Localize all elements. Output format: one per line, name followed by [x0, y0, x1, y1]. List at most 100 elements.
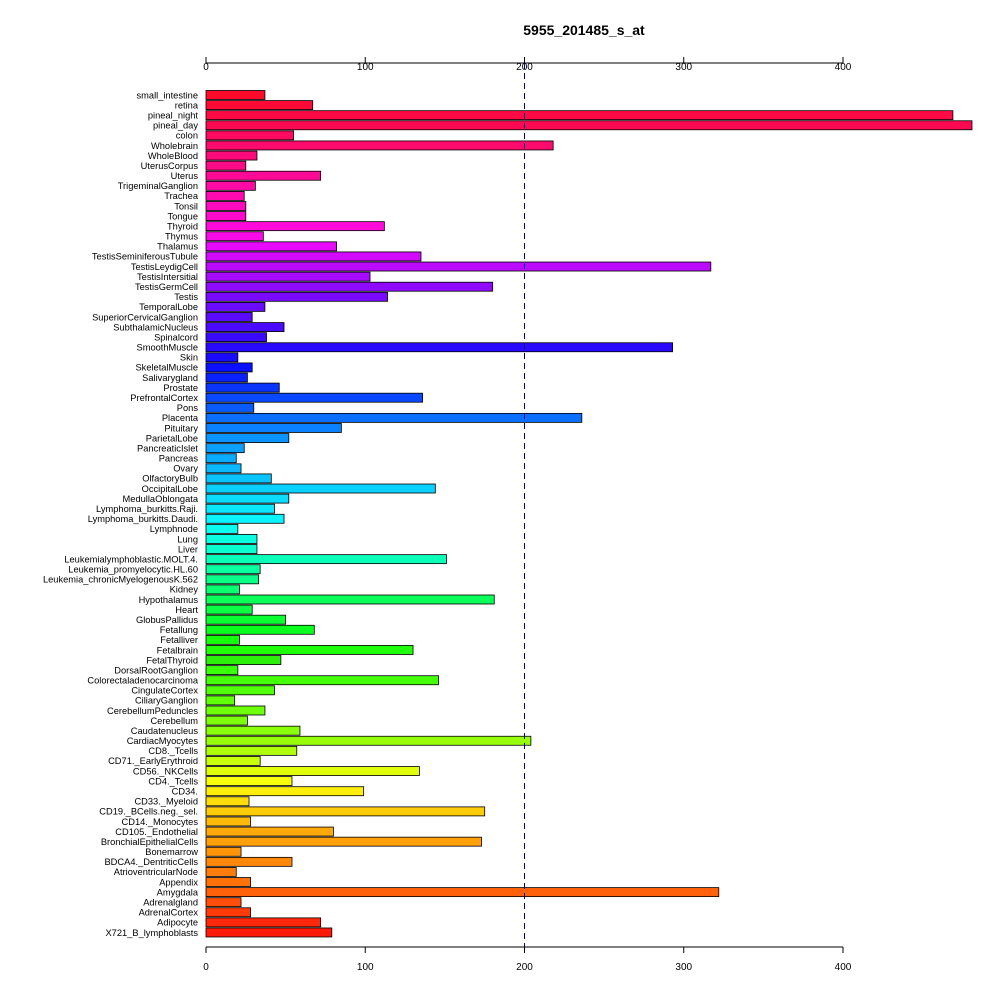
category-label: small_intestine [137, 90, 199, 100]
bottom-tick-label: 400 [835, 962, 852, 973]
category-label: Testis [174, 292, 198, 302]
category-label: MedullaOblongata [123, 494, 199, 504]
bar [205, 907, 251, 918]
bars [205, 90, 973, 938]
category-label: Pancreas [159, 454, 199, 464]
bar [205, 554, 447, 565]
category-label: Skin [180, 353, 198, 363]
bar [205, 110, 954, 121]
bar [205, 483, 436, 494]
bar [205, 665, 239, 676]
category-label: Amygdala [157, 887, 199, 897]
bar [205, 261, 712, 272]
bar [205, 705, 266, 716]
bar [205, 362, 253, 373]
category-label: Fetalbrain [157, 645, 198, 655]
category-label: CerebellumPeduncles [107, 706, 198, 716]
category-label: CD4._Tcells [148, 776, 198, 786]
category-label: Leukemia_chronicMyelogenousK.562 [43, 575, 198, 585]
category-label: PancreaticIslet [137, 443, 198, 453]
bar [205, 836, 482, 847]
bar [205, 423, 342, 433]
bar [205, 594, 495, 605]
bottom-tick-label: 0 [203, 962, 209, 973]
category-label: BronchialEpithelialCells [101, 837, 199, 847]
category-label: Placenta [162, 413, 199, 423]
bar [205, 382, 280, 393]
bar [205, 685, 275, 696]
bar [205, 170, 322, 181]
bar [205, 735, 532, 746]
chart-title: 5955_201485_s_at [523, 22, 645, 38]
category-label: BDCA4._DentriticCells [104, 857, 198, 867]
bar [205, 564, 261, 575]
category-label: Kidney [170, 585, 199, 595]
bar [205, 745, 298, 756]
category-label: pineal_night [148, 110, 199, 120]
category-label: CiliaryGanglion [135, 696, 198, 706]
category-label: CD8._Tcells [148, 746, 198, 756]
bar [205, 281, 494, 292]
bar [205, 332, 267, 343]
bar [205, 190, 245, 201]
category-label: Tongue [167, 211, 198, 221]
category-label: TrigeminalGanglion [118, 181, 198, 191]
bottom-tick-label: 200 [516, 962, 533, 973]
bar [205, 877, 251, 887]
category-label: Liver [178, 544, 198, 554]
bar [205, 917, 322, 928]
bar [205, 846, 242, 857]
category-label: Bonemarrow [145, 847, 198, 857]
category-label: Pituitary [164, 423, 198, 433]
category-label: CD56._NKCells [133, 766, 198, 776]
bar [205, 634, 240, 645]
bar [205, 786, 365, 797]
bar [205, 180, 256, 191]
bar [205, 675, 439, 686]
bar [205, 887, 720, 898]
category-label: Cerebellum [150, 716, 198, 726]
bar [205, 645, 414, 655]
bar [205, 715, 248, 726]
category-label: Fetalliver [160, 635, 198, 645]
bar [205, 624, 315, 635]
bar [205, 130, 294, 141]
bar [205, 655, 282, 665]
category-label: FetalThyroid [146, 655, 198, 665]
bar [205, 100, 314, 110]
category-label: TestisIntersitial [137, 272, 198, 282]
bar [205, 806, 486, 817]
bar [205, 140, 554, 151]
category-label: TemporalLobe [139, 302, 198, 312]
category-label: CingulateCortex [131, 686, 198, 696]
category-label: Fetallung [160, 625, 198, 635]
category-label: TestisLeydigCell [131, 262, 198, 272]
bar [205, 271, 371, 282]
bar [205, 584, 240, 595]
category-label: CD34. [172, 787, 198, 797]
category-label: CD14._Monocytes [122, 817, 199, 827]
category-label: DorsalRootGanglion [114, 665, 198, 675]
bar [205, 443, 245, 454]
bar [205, 927, 333, 938]
category-label: Wholebrain [151, 141, 198, 151]
bar [205, 534, 258, 544]
bar [205, 513, 285, 524]
bar [205, 826, 334, 837]
top-tick-label: 300 [675, 62, 692, 73]
bar [205, 523, 239, 534]
category-label: Lymphnode [150, 524, 198, 534]
bar [205, 352, 239, 363]
bar [205, 322, 285, 332]
category-label: Adipocyte [157, 918, 198, 928]
category-labels: small_intestineretinapineal_nightpineal_… [43, 90, 199, 937]
bar [205, 867, 237, 877]
bar [205, 473, 272, 484]
bar [205, 856, 293, 867]
bar [205, 301, 266, 312]
bar [205, 342, 674, 353]
bar [205, 392, 423, 403]
category-label: Thyroid [167, 221, 198, 231]
bar [205, 231, 264, 242]
